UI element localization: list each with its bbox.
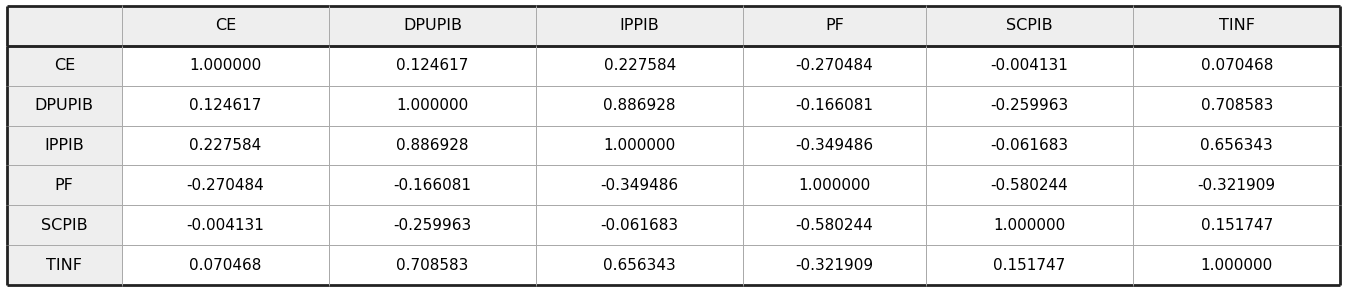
Bar xyxy=(7,86,121,125)
Text: DPUPIB: DPUPIB xyxy=(35,98,94,113)
Bar xyxy=(329,166,536,205)
Text: -0.061683: -0.061683 xyxy=(990,138,1068,153)
Text: 1.000000: 1.000000 xyxy=(603,138,676,153)
Text: TINF: TINF xyxy=(1219,18,1254,33)
Text: 1.000000: 1.000000 xyxy=(190,58,261,73)
Text: -0.270484: -0.270484 xyxy=(186,178,264,193)
Bar xyxy=(1133,46,1340,86)
Bar xyxy=(536,205,744,245)
Bar xyxy=(925,166,1133,205)
Text: -0.349486: -0.349486 xyxy=(601,178,679,193)
Text: -0.259963: -0.259963 xyxy=(990,98,1068,113)
Bar xyxy=(121,245,329,285)
Bar xyxy=(1133,6,1340,46)
Bar xyxy=(744,166,925,205)
Bar xyxy=(925,205,1133,245)
Bar xyxy=(925,46,1133,86)
Bar xyxy=(121,86,329,125)
Bar xyxy=(744,86,925,125)
Bar xyxy=(925,245,1133,285)
Bar xyxy=(329,205,536,245)
Bar xyxy=(121,205,329,245)
Bar xyxy=(536,245,744,285)
Text: TINF: TINF xyxy=(46,258,82,273)
Bar xyxy=(7,125,121,166)
Text: 1.000000: 1.000000 xyxy=(1200,258,1273,273)
Text: SCPIB: SCPIB xyxy=(1006,18,1053,33)
Text: -0.270484: -0.270484 xyxy=(796,58,873,73)
Bar xyxy=(925,6,1133,46)
Bar xyxy=(744,205,925,245)
Bar xyxy=(744,125,925,166)
Text: 0.227584: 0.227584 xyxy=(190,138,261,153)
Bar xyxy=(121,46,329,86)
Text: -0.321909: -0.321909 xyxy=(1197,178,1276,193)
Bar xyxy=(1133,125,1340,166)
Bar xyxy=(536,86,744,125)
Text: PF: PF xyxy=(826,18,845,33)
Text: -0.321909: -0.321909 xyxy=(796,258,874,273)
Bar xyxy=(536,46,744,86)
Text: CE: CE xyxy=(54,58,75,73)
Text: -0.259963: -0.259963 xyxy=(393,218,471,233)
Text: 0.227584: 0.227584 xyxy=(603,58,676,73)
Text: 0.124617: 0.124617 xyxy=(189,98,261,113)
Text: 0.886928: 0.886928 xyxy=(603,98,676,113)
Bar xyxy=(121,6,329,46)
Text: 1.000000: 1.000000 xyxy=(994,218,1065,233)
Bar xyxy=(744,46,925,86)
Text: -0.166081: -0.166081 xyxy=(796,98,874,113)
Text: -0.580244: -0.580244 xyxy=(796,218,873,233)
Bar xyxy=(1133,205,1340,245)
Bar xyxy=(7,205,121,245)
Text: 0.656343: 0.656343 xyxy=(603,258,676,273)
Bar xyxy=(329,46,536,86)
Bar xyxy=(744,245,925,285)
Bar xyxy=(121,166,329,205)
Text: 0.151747: 0.151747 xyxy=(1200,218,1273,233)
Bar xyxy=(329,86,536,125)
Text: -0.166081: -0.166081 xyxy=(393,178,471,193)
Bar xyxy=(925,86,1133,125)
Bar xyxy=(536,6,744,46)
Text: 0.708583: 0.708583 xyxy=(1200,98,1273,113)
Bar xyxy=(1133,245,1340,285)
Bar xyxy=(7,6,121,46)
Text: -0.061683: -0.061683 xyxy=(601,218,679,233)
Text: 0.656343: 0.656343 xyxy=(1200,138,1273,153)
Bar xyxy=(7,46,121,86)
Text: -0.004131: -0.004131 xyxy=(990,58,1068,73)
Bar xyxy=(329,245,536,285)
Text: 1.000000: 1.000000 xyxy=(396,98,469,113)
Text: 0.124617: 0.124617 xyxy=(396,58,469,73)
Bar xyxy=(121,125,329,166)
Bar xyxy=(7,166,121,205)
Text: IPPIB: IPPIB xyxy=(620,18,660,33)
Bar xyxy=(1133,86,1340,125)
Text: CE: CE xyxy=(214,18,236,33)
Bar xyxy=(536,125,744,166)
Text: 0.708583: 0.708583 xyxy=(396,258,469,273)
Bar xyxy=(329,6,536,46)
Text: -0.349486: -0.349486 xyxy=(796,138,874,153)
Text: 0.151747: 0.151747 xyxy=(994,258,1065,273)
Bar xyxy=(536,166,744,205)
Text: DPUPIB: DPUPIB xyxy=(403,18,462,33)
Bar xyxy=(1133,166,1340,205)
Text: -0.580244: -0.580244 xyxy=(990,178,1068,193)
Text: 0.886928: 0.886928 xyxy=(396,138,469,153)
Text: 0.070468: 0.070468 xyxy=(1200,58,1273,73)
Text: 0.070468: 0.070468 xyxy=(189,258,261,273)
Bar xyxy=(925,125,1133,166)
Text: SCPIB: SCPIB xyxy=(40,218,88,233)
Bar xyxy=(7,245,121,285)
Text: 1.000000: 1.000000 xyxy=(799,178,870,193)
Bar xyxy=(329,125,536,166)
Text: PF: PF xyxy=(55,178,74,193)
Text: IPPIB: IPPIB xyxy=(44,138,84,153)
Bar xyxy=(744,6,925,46)
Text: -0.004131: -0.004131 xyxy=(186,218,264,233)
